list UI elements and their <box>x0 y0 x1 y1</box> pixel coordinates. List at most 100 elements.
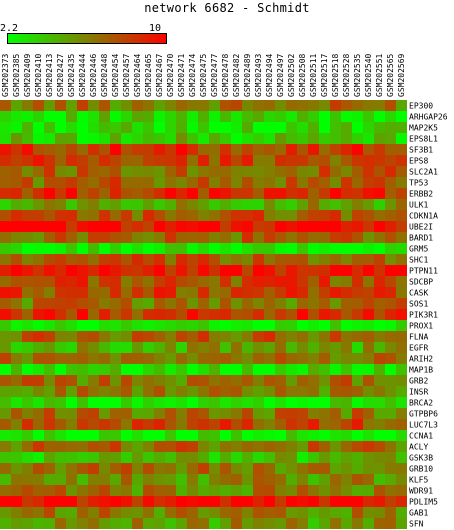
column-label: GSM202493 <box>254 53 263 97</box>
heatmap-cell <box>22 144 33 155</box>
heatmap-cell <box>341 463 352 474</box>
heatmap-cell <box>165 111 176 122</box>
heatmap-cell <box>330 507 341 518</box>
heatmap-cell <box>352 155 363 166</box>
heatmap-cell <box>297 166 308 177</box>
heatmap-cell <box>253 111 264 122</box>
heatmap-cell <box>154 474 165 485</box>
heatmap-cell <box>396 177 407 188</box>
heatmap-cell <box>154 375 165 386</box>
heatmap-cell <box>22 386 33 397</box>
heatmap-cell <box>253 430 264 441</box>
heatmap-cell <box>99 397 110 408</box>
heatmap-cell <box>242 199 253 210</box>
heatmap-cell <box>286 485 297 496</box>
heatmap-cell <box>22 166 33 177</box>
heatmap-cell <box>44 265 55 276</box>
heatmap-cell <box>55 243 66 254</box>
heatmap-cell <box>99 408 110 419</box>
heatmap-cell <box>44 430 55 441</box>
heatmap-cell <box>286 144 297 155</box>
heatmap-cell <box>110 199 121 210</box>
heatmap-cell <box>110 100 121 111</box>
heatmap-cell <box>396 452 407 463</box>
heatmap-cell <box>264 155 275 166</box>
heatmap-cell <box>253 166 264 177</box>
heatmap-cell <box>275 155 286 166</box>
heatmap-cell <box>22 441 33 452</box>
heatmap-cell <box>396 232 407 243</box>
heatmap-cell <box>275 254 286 265</box>
heatmap-cell <box>385 144 396 155</box>
heatmap-cell <box>275 386 286 397</box>
heatmap-cell <box>220 320 231 331</box>
heatmap-cell <box>242 287 253 298</box>
heatmap-cell <box>253 375 264 386</box>
heatmap-cell <box>253 507 264 518</box>
heatmap-cell <box>253 276 264 287</box>
heatmap-cell <box>99 210 110 221</box>
heatmap-cell <box>110 320 121 331</box>
heatmap-cell <box>176 199 187 210</box>
heatmap-cell <box>55 155 66 166</box>
heatmap-cell <box>0 298 11 309</box>
heatmap-cell <box>187 287 198 298</box>
heatmap-cell <box>143 188 154 199</box>
heatmap-cell <box>396 188 407 199</box>
column-label: GSM202457 <box>122 53 131 97</box>
heatmap-cell <box>132 287 143 298</box>
heatmap-cell <box>330 452 341 463</box>
heatmap-cell <box>44 232 55 243</box>
heatmap-cell <box>231 320 242 331</box>
heatmap-cell <box>187 419 198 430</box>
row-label: PDLIM5 <box>409 498 438 507</box>
heatmap-cell <box>363 320 374 331</box>
heatmap-cell <box>319 133 330 144</box>
heatmap-cell <box>121 441 132 452</box>
heatmap-cell <box>220 221 231 232</box>
heatmap-cell <box>176 386 187 397</box>
heatmap-cell <box>165 441 176 452</box>
heatmap-cell <box>198 496 209 507</box>
heatmap-cell <box>22 452 33 463</box>
heatmap-cell <box>99 199 110 210</box>
heatmap-cell <box>297 100 308 111</box>
heatmap-cell <box>187 133 198 144</box>
heatmap-cell <box>44 408 55 419</box>
heatmap-cell <box>264 210 275 221</box>
heatmap-cell <box>11 496 22 507</box>
heatmap-cell <box>231 188 242 199</box>
heatmap-cell <box>154 463 165 474</box>
heatmap-cell <box>385 298 396 309</box>
heatmap-cell <box>264 496 275 507</box>
heatmap-cell <box>231 452 242 463</box>
heatmap-cell <box>297 507 308 518</box>
heatmap-cell <box>209 408 220 419</box>
chart-title: network 6682 - Schmidt <box>144 1 310 15</box>
heatmap-cell <box>275 287 286 298</box>
heatmap-cell <box>297 386 308 397</box>
heatmap-cell <box>154 122 165 133</box>
heatmap-cell <box>253 463 264 474</box>
heatmap-cell <box>44 518 55 529</box>
row-label: INSR <box>409 388 428 397</box>
heatmap-cell <box>132 419 143 430</box>
heatmap-cell <box>385 452 396 463</box>
heatmap-cell <box>66 364 77 375</box>
heatmap-cell <box>0 166 11 177</box>
heatmap-cell <box>220 430 231 441</box>
heatmap-cell <box>231 375 242 386</box>
heatmap-cell <box>396 474 407 485</box>
heatmap-cell <box>0 408 11 419</box>
heatmap-cell <box>286 331 297 342</box>
heatmap-cell <box>220 243 231 254</box>
heatmap-cell <box>275 298 286 309</box>
heatmap-cell <box>121 243 132 254</box>
heatmap-cell <box>231 474 242 485</box>
heatmap-cell <box>220 287 231 298</box>
heatmap-cell <box>99 100 110 111</box>
heatmap-cell <box>22 276 33 287</box>
heatmap-cell <box>385 254 396 265</box>
heatmap-cell <box>396 463 407 474</box>
heatmap-cell <box>231 243 242 254</box>
